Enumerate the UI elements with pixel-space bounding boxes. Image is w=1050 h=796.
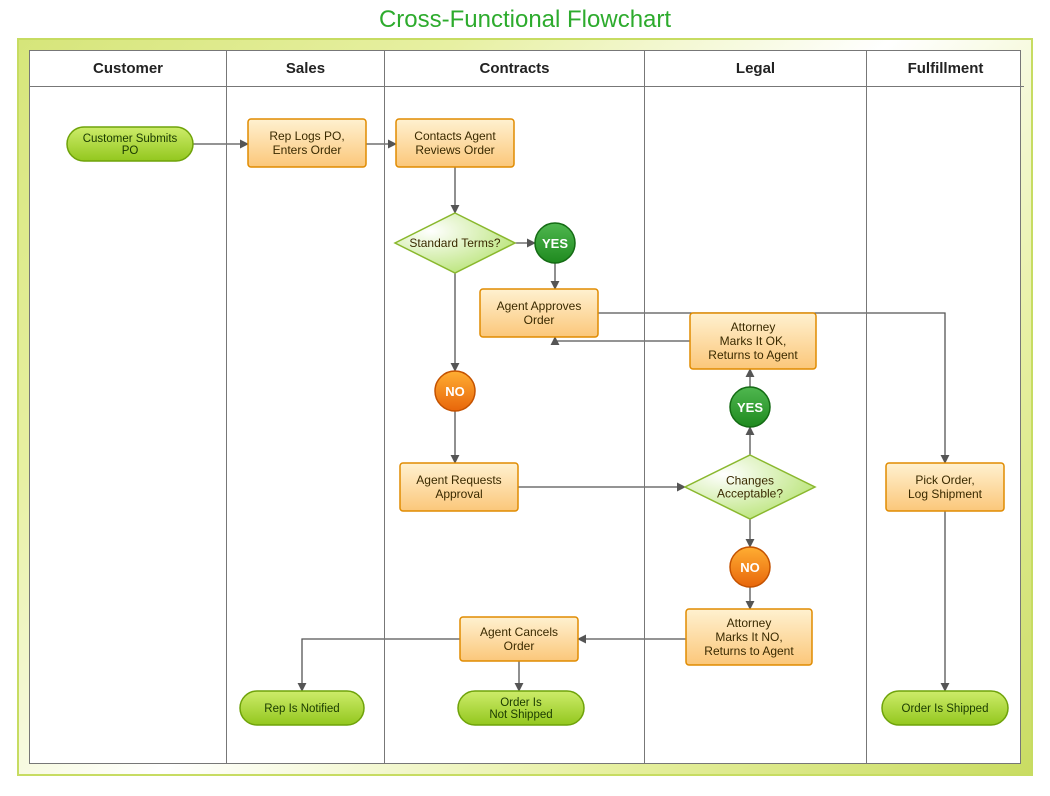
node-changes: ChangesAcceptable? [685,455,815,519]
lane-divider [384,87,385,763]
flowchart-canvas: Customer SubmitsPO Rep Logs PO,Enters Ord… [30,51,1024,767]
node-not_shipped: Order IsNot Shipped [458,691,584,725]
node-approves: Agent ApprovesOrder [480,289,598,337]
edge-e18 [302,639,460,691]
lane-divider [644,87,645,763]
lane-header-contracts: Contracts [384,51,644,87]
node-start: Customer SubmitsPO [67,127,193,161]
node-rep_logs: Rep Logs PO,Enters Order [248,119,366,167]
lane-header-fulfillment: Fulfillment [866,51,1024,87]
chart-inner: Customer SubmitsPO Rep Logs PO,Enters Ord… [29,50,1021,764]
node-rep_notified: Rep Is Notified [240,691,364,725]
lane-divider [866,87,867,763]
node-pick: Pick Order,Log Shipment [886,463,1004,511]
node-atty_ok: AttorneyMarks It OK,Returns to Agent [690,313,816,369]
lane-header-sales: Sales [226,51,384,87]
chart-title: Cross-Functional Flowchart [0,6,1050,34]
node-no1: NO [435,371,475,411]
node-cancels: Agent CancelsOrder [460,617,578,661]
node-yes1: YES [535,223,575,263]
lane-divider [226,87,227,763]
node-yes2: YES [730,387,770,427]
node-shipped: Order Is Shipped [882,691,1008,725]
node-requests: Agent RequestsApproval [400,463,518,511]
chart-frame: Customer SubmitsPO Rep Logs PO,Enters Ord… [17,38,1033,776]
lane-header-customer: Customer [30,51,226,87]
node-agent_review: Contacts AgentReviews Order [396,119,514,167]
node-std_terms: Standard Terms? [395,213,515,273]
node-no2: NO [730,547,770,587]
lane-header-legal: Legal [644,51,866,87]
node-atty_no: AttorneyMarks It NO,Returns to Agent [686,609,812,665]
